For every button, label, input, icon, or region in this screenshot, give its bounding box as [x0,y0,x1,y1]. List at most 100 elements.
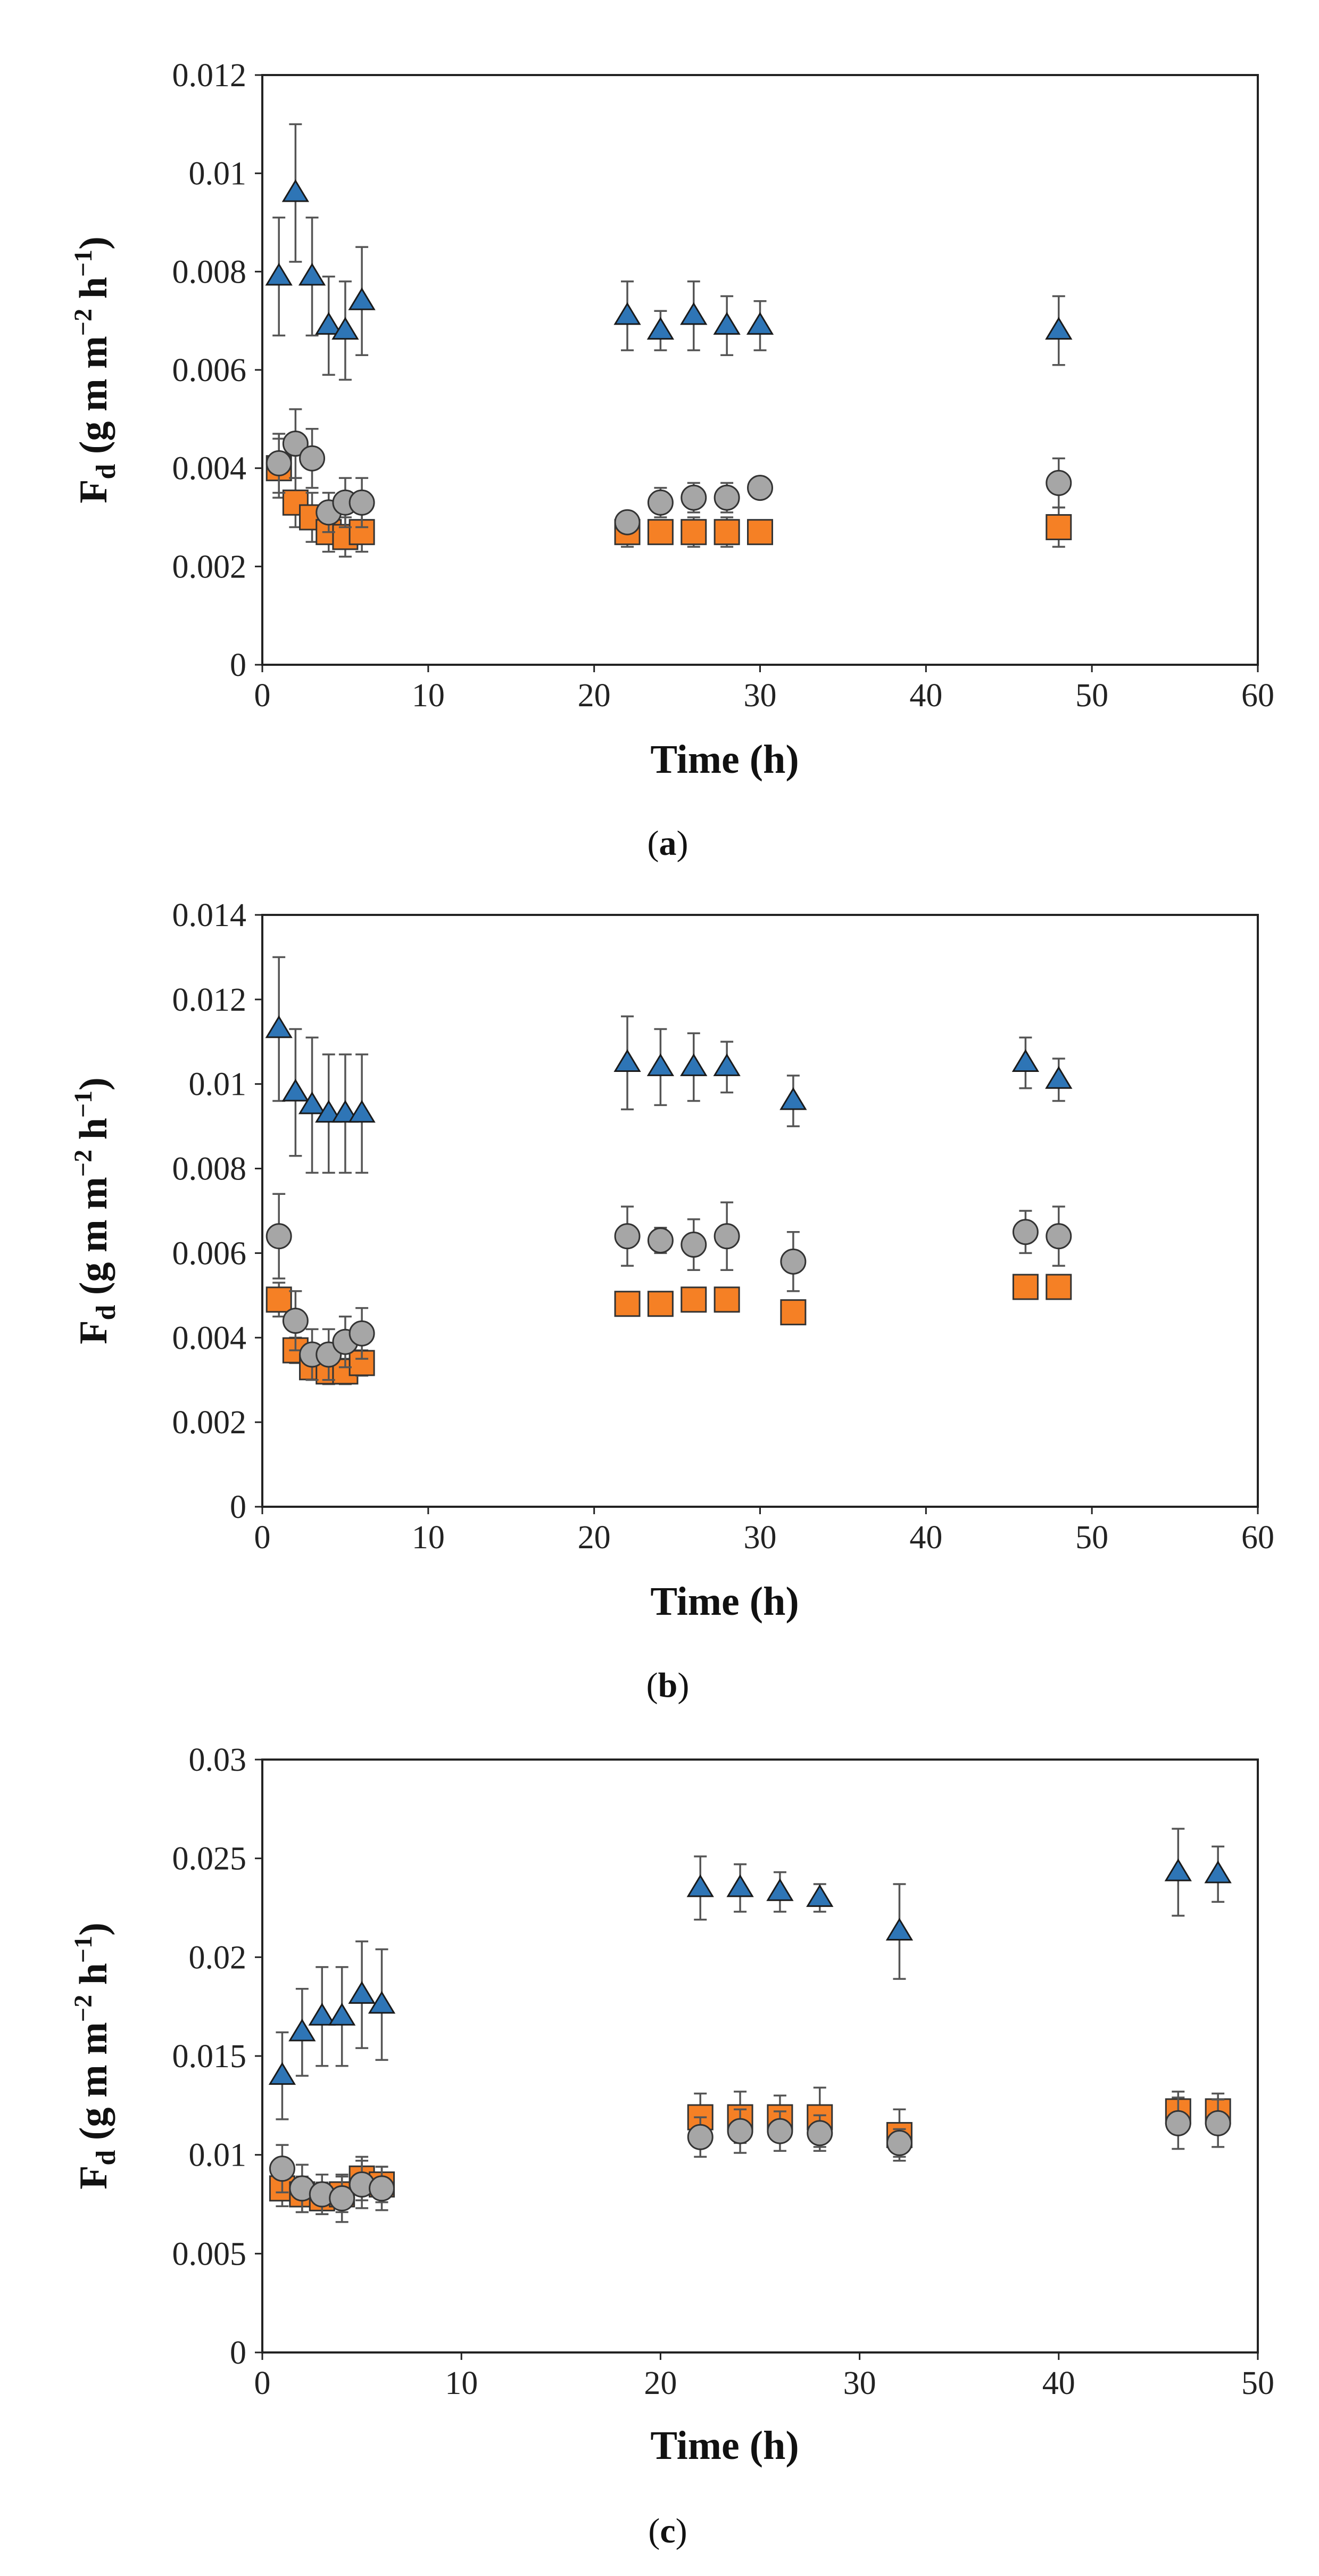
point-squares [1046,514,1072,540]
point-triangles [613,1049,641,1072]
point-circles [614,1223,641,1250]
point-triangles [315,312,343,335]
y-axis-title-open: (g m m [72,2022,115,2150]
point-squares [681,1286,707,1313]
data-layer [268,1828,1232,2223]
panel-a: 0 10 20 30 40 50 60 0 0.002 0.004 0.006 0.008 0.01 0.… [69,57,1274,863]
point-circles [807,2120,833,2146]
point-triangles [368,1991,396,2014]
y-tick-label: 0.014 [172,897,247,934]
point-squares [614,1291,641,1317]
x-tick-label: 0 [254,678,271,714]
point-squares [714,1286,740,1313]
y-axis-title-sub: d [91,1305,121,1320]
panel-caption: (a) [648,824,688,863]
x-tick-label: 60 [1241,1520,1274,1556]
y-tick-label: 0.005 [172,2236,247,2272]
point-triangles [308,2003,336,2026]
point-triangles [331,1100,359,1123]
point-circles [329,2185,355,2211]
point-squares [1046,1274,1072,1300]
point-triangles [328,2003,356,2026]
caption-close: ) [676,2512,687,2550]
point-circles [282,1308,309,1334]
point-circles [747,475,773,501]
point-circles [687,2124,714,2150]
point-squares [266,1286,292,1313]
point-circles [1046,469,1072,496]
panel-caption: (c) [648,2512,687,2550]
y-axis-title: Fd (g m m−2 h−1) [69,1922,121,2190]
x-tick-label: 20 [578,678,611,714]
point-circles [369,2175,395,2202]
point-squares [747,519,773,546]
caption-open: ( [648,824,659,863]
y-axis-title-main: F [72,1320,115,1344]
point-triangles [281,1078,310,1102]
x-tick-label: 30 [744,678,777,714]
point-squares [647,519,674,546]
point-squares [647,1291,674,1317]
y-tick-label: 0 [230,1489,246,1525]
y-axis-title-close: ) [72,1077,115,1091]
point-circles [266,1223,292,1250]
point-triangles [746,312,774,335]
point-circles [1205,2110,1231,2136]
y-axis-title-exp2: −1 [69,250,97,277]
point-squares [1012,1274,1039,1300]
y-axis-title-main: F [72,480,115,503]
y-tick-label: 0.002 [172,1405,247,1441]
x-axis-title: Time (h) [650,737,799,782]
y-tick-label: 0.01 [189,1067,247,1103]
point-circles [299,445,326,472]
y-tick-label: 0.002 [172,549,247,585]
y-axis-title-main: F [72,2166,115,2190]
point-circles [647,1227,674,1254]
x-tick-label: 30 [843,2365,876,2401]
point-circles [269,2156,295,2182]
x-axis-title: Time (h) [650,1579,799,1624]
point-triangles [265,262,293,286]
x-tick-label: 10 [412,678,445,714]
point-circles [282,431,309,457]
point-circles [767,2118,793,2144]
y-axis-title-exp2: −1 [69,1936,97,1963]
point-circles [266,450,292,476]
point-circles [349,1320,375,1347]
point-triangles [680,302,708,325]
y-tick-label: 0 [230,647,246,683]
caption-open: ( [648,2512,660,2550]
plot-area-frame [261,1758,1259,2354]
y-tick-label: 0.01 [189,2137,247,2174]
caption-close: ) [677,1666,689,1705]
point-circles [886,2129,912,2156]
y-axis-title-exp2: −1 [69,1091,97,1118]
y-tick-label: 0.012 [172,982,247,1018]
point-circles [1012,1219,1039,1245]
plot-area-frame [261,74,1259,666]
tick-layer: 0 10 20 30 40 50 60 0 0.002 0.004 0.006 0.008 0.01 0.… [172,57,1275,714]
point-triangles [766,1878,794,1901]
point-circles [714,484,740,511]
y-axis-title-exp1: −2 [69,1150,97,1177]
point-circles [714,1223,740,1250]
x-tick-label: 20 [644,2365,677,2401]
panel-c: 0 10 20 30 40 5000.0050.010.0150.020.0250.03 … [69,1742,1274,2550]
point-circles [647,489,674,516]
plot-area-frame [261,914,1259,1508]
y-tick-label: 0.004 [172,451,247,487]
point-circles [349,489,375,516]
point-triangles [1011,1049,1040,1072]
point-circles [614,509,641,535]
tick-layer: 0 10 20 30 40 50 60 0 0.002 0.004 0.006 0.008 0.01 0.… [172,897,1275,1556]
point-triangles [613,302,641,325]
y-tick-label: 0.025 [172,1841,247,1877]
y-tick-label: 0 [230,2335,246,2371]
caption-letter: c [660,2512,675,2550]
x-axis-title: Time (h) [650,2423,799,2468]
caption-close: ) [677,824,688,863]
x-tick-label: 10 [445,2365,478,2401]
y-axis-title-open: (g m m [72,336,115,464]
x-tick-label: 0 [254,1520,271,1556]
point-circles [1165,2110,1191,2136]
